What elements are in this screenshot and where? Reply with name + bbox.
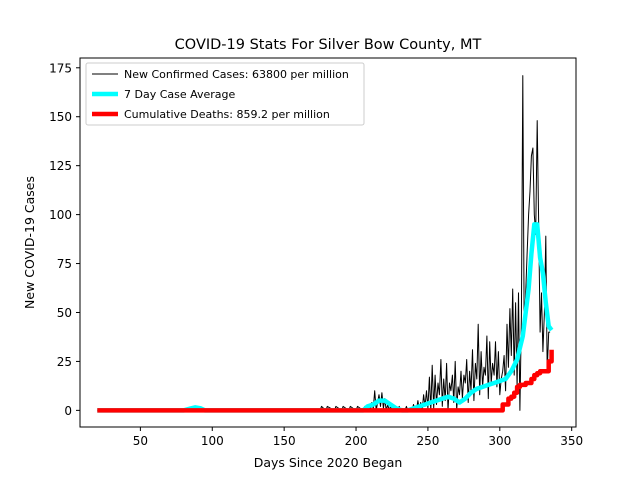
legend-box [85, 62, 365, 126]
x-tick-label: 350 [560, 434, 583, 448]
y-tick-label: 50 [57, 306, 72, 320]
y-tick-label: 175 [49, 61, 72, 75]
legend-label-2: Cumulative Deaths: 859.2 per million [124, 108, 330, 121]
series-line-1 [97, 222, 554, 413]
x-tick-label: 100 [201, 434, 224, 448]
chart-title: COVID-19 Stats For Silver Bow County, MT [175, 37, 482, 53]
x-tick-label: 300 [488, 434, 511, 448]
y-tick-label: 0 [64, 404, 72, 418]
y-tick-label: 150 [49, 110, 72, 124]
y-axis-label: New COVID-19 Cases [22, 176, 37, 309]
legend-label-1: 7 Day Case Average [124, 88, 236, 101]
y-tick-label: 25 [57, 355, 72, 369]
series-line-2 [97, 349, 554, 413]
y-tick-label: 100 [49, 208, 72, 222]
x-axis-label: Days Since 2020 Began [254, 455, 403, 470]
series-line-0 [97, 75, 551, 411]
x-tick-label: 50 [133, 434, 148, 448]
x-tick-label: 150 [273, 434, 296, 448]
plot-frame [79, 57, 577, 428]
x-tick-label: 250 [416, 434, 439, 448]
x-tick-label: 200 [345, 434, 368, 448]
legend-label-0: New Confirmed Cases: 63800 per million [124, 68, 349, 81]
y-tick-label: 75 [57, 257, 72, 271]
y-tick-label: 125 [49, 159, 72, 173]
